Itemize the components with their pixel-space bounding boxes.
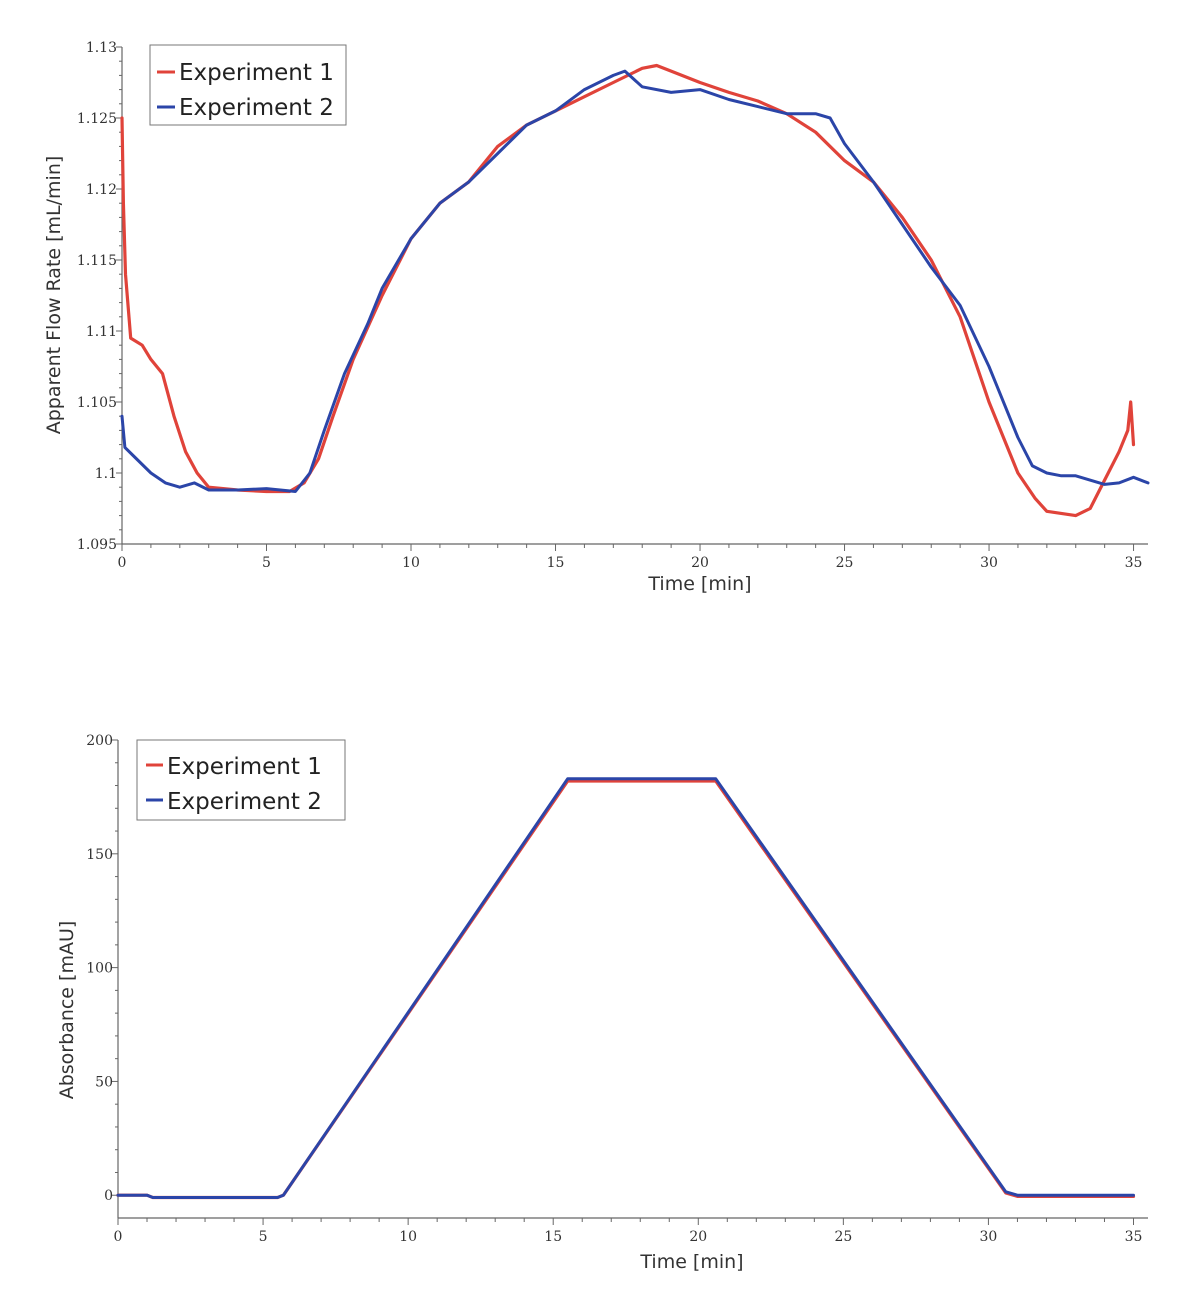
flow-rate-legend: Experiment 1 Experiment 2 — [149, 44, 347, 126]
y-tick-label: 50 — [95, 1074, 113, 1090]
legend-frame — [136, 739, 346, 821]
legend-label-experiment-1: Experiment 1 — [167, 754, 322, 780]
x-tick-label: 25 — [836, 555, 854, 571]
y-tick-label: 1.115 — [77, 253, 117, 269]
x-tick-label: 35 — [1125, 555, 1143, 571]
absorbance-legend: Experiment 1 Experiment 2 — [136, 739, 346, 821]
x-axis-title: Time [min] — [639, 1251, 743, 1273]
x-tick-label: 10 — [399, 1229, 417, 1245]
y-tick-label: 0 — [104, 1188, 113, 1204]
absorbance-chart: 0 5 10 15 20 25 30 35 0 50 100 150 200 Experiment 1 … — [56, 733, 1148, 1273]
x-tick-label: 5 — [259, 1229, 268, 1245]
x-tick-label: 5 — [262, 555, 271, 571]
series-line-experiment-2 — [116, 777, 1135, 1199]
series-line-experiment-2 — [120, 69, 1150, 493]
x-tick-label: 15 — [547, 555, 565, 571]
y-tick-label: 1.125 — [77, 111, 117, 127]
x-axis-title: Time [min] — [647, 573, 751, 595]
legend-label-experiment-1: Experiment 1 — [179, 60, 334, 86]
x-tick-label: 0 — [114, 1229, 123, 1245]
legend-label-experiment-2: Experiment 2 — [179, 95, 334, 121]
x-tick-label: 0 — [118, 555, 127, 571]
series-line-experiment-1 — [116, 779, 1136, 1200]
y-axis-title: Absorbance [mAU] — [56, 921, 78, 1100]
x-tick-label: 35 — [1125, 1229, 1143, 1245]
y-tick-label: 1.12 — [86, 182, 117, 198]
y-tick-label: 1.095 — [77, 537, 117, 553]
legend-frame — [149, 44, 347, 126]
x-tick-label: 10 — [402, 555, 420, 571]
y-tick-label: 1.13 — [86, 40, 117, 56]
y-tick-label: 150 — [86, 847, 113, 863]
x-tick-label: 30 — [980, 555, 998, 571]
absorbance-plot-area: 0 5 10 15 20 25 30 35 0 50 100 150 200 — [86, 733, 1148, 1245]
y-axis-title: Apparent Flow Rate [mL/min] — [43, 156, 65, 435]
legend-label-experiment-2: Experiment 2 — [167, 789, 322, 815]
y-tick-label: 1.11 — [86, 324, 117, 340]
y-tick-label: 200 — [86, 733, 113, 749]
flow-rate-plot-area: 0 5 10 15 20 25 30 35 1.095 1.1 1.105 1.11 1.115 1.12… — [77, 40, 1150, 571]
x-tick-label: 15 — [544, 1229, 562, 1245]
y-tick-label: 1.1 — [95, 466, 117, 482]
series-line-experiment-1 — [120, 63, 1136, 518]
x-tick-label: 25 — [834, 1229, 852, 1245]
y-tick-label: 1.105 — [77, 395, 117, 411]
x-tick-label: 20 — [691, 555, 709, 571]
y-tick-label: 100 — [86, 961, 113, 977]
x-tick-label: 30 — [980, 1229, 998, 1245]
flow-rate-chart: 0 5 10 15 20 25 30 35 1.095 1.1 1.105 1.11 1.115 1.12… — [43, 40, 1150, 595]
x-tick-label: 20 — [689, 1229, 707, 1245]
